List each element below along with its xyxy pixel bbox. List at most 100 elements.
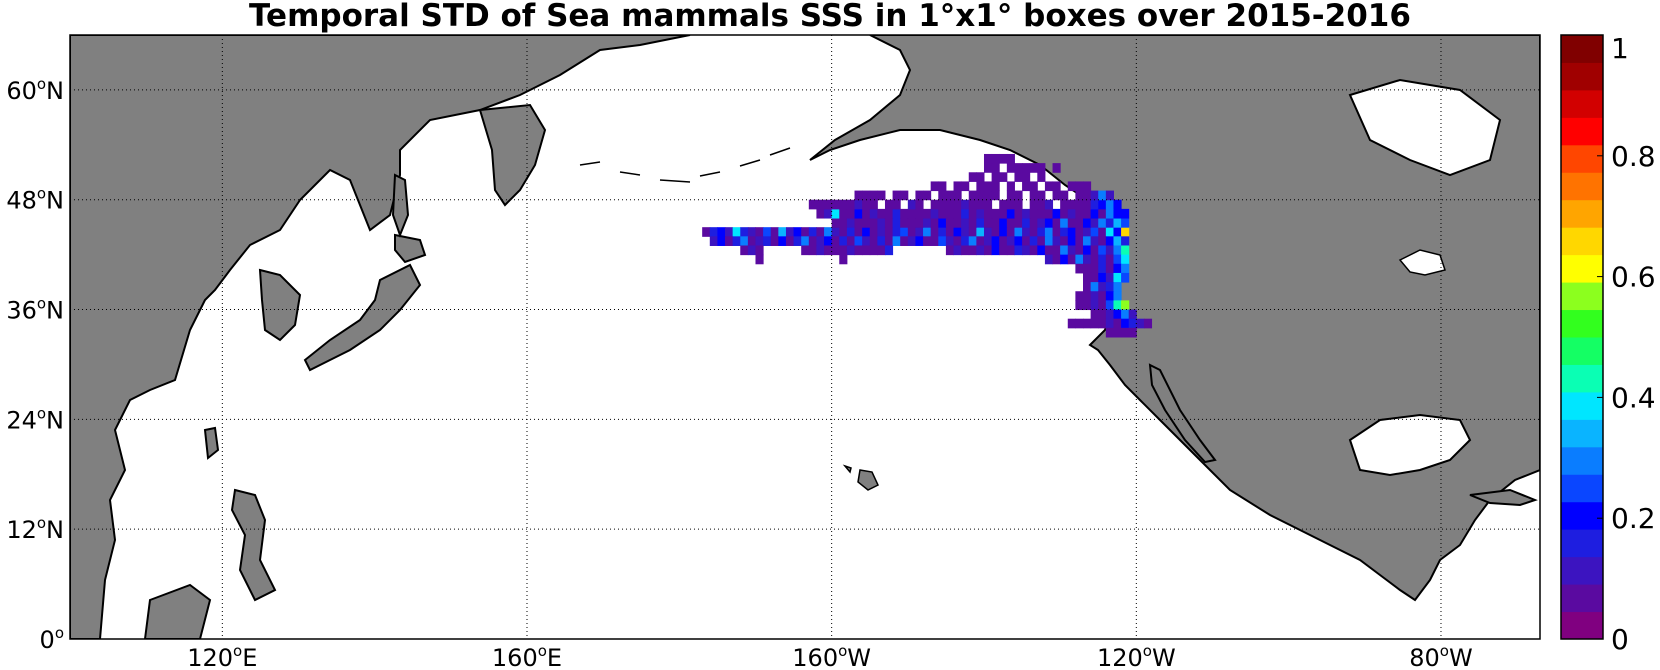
heatmap-cell	[1083, 190, 1092, 201]
heatmap-cell	[862, 199, 871, 210]
heatmap-cell	[1105, 327, 1114, 338]
heatmap-cell	[1105, 254, 1114, 265]
heatmap-cell	[1113, 245, 1122, 256]
heatmap-cell	[1128, 327, 1137, 338]
heatmap-cell	[1098, 263, 1107, 274]
heatmap-cell	[1113, 272, 1122, 283]
heatmap-cell	[793, 227, 802, 237]
heatmap-cell	[1044, 227, 1054, 237]
heatmap-cell	[1090, 272, 1099, 283]
heatmap-cell	[831, 218, 840, 228]
heatmap-cell	[1098, 199, 1107, 210]
heatmap-cell	[1060, 227, 1069, 237]
heatmap-cell	[999, 245, 1008, 256]
heatmap-cell	[968, 245, 977, 256]
heatmap-cell	[953, 208, 962, 219]
heatmap-cell	[755, 254, 764, 265]
heatmap-cell	[1090, 318, 1099, 329]
heatmap-cell	[1083, 199, 1092, 210]
heatmap-cell	[991, 218, 1000, 228]
heatmap-cell	[1006, 163, 1015, 173]
heatmap-cell	[1105, 236, 1114, 246]
heatmap-cell	[930, 218, 939, 228]
x-tick-label: 160oE	[492, 642, 562, 670]
heatmap-cell	[945, 190, 955, 201]
heatmap-cell	[763, 236, 772, 246]
heatmap-cell	[1014, 199, 1023, 210]
heatmap-cell	[1113, 300, 1122, 311]
heatmap-cell	[953, 218, 962, 228]
land-japan	[303, 263, 422, 372]
heatmap-cell	[846, 227, 856, 237]
heatmap-cell	[831, 199, 840, 210]
heatmap-cell	[915, 208, 924, 219]
heatmap-cell	[884, 208, 894, 219]
heatmap-cell	[831, 245, 840, 256]
heatmap-cell	[1022, 236, 1031, 246]
heatmap-cell	[930, 208, 939, 219]
heatmap-cell	[1090, 309, 1099, 320]
heatmap-cell	[1052, 245, 1061, 256]
heatmap-cell	[907, 208, 916, 219]
heatmap-cell	[1113, 291, 1122, 301]
heatmap-cell	[1075, 190, 1084, 201]
heatmap-cell	[1090, 208, 1099, 219]
heatmap-cell	[1029, 227, 1038, 237]
heatmap-cell	[938, 218, 947, 228]
heatmap-cell	[953, 245, 962, 256]
heatmap-cell	[1022, 245, 1031, 256]
x-tick-labels: 120oE 160oE 160oW 120oW 80oW	[187, 642, 1472, 670]
heatmap-cell	[1006, 208, 1015, 219]
colorbar-tick-label: 1	[1611, 32, 1629, 65]
heatmap-cell	[846, 245, 856, 256]
heatmap-cell	[976, 236, 985, 246]
heatmap-cell	[1029, 199, 1038, 210]
heatmap-cell	[1014, 208, 1023, 219]
heatmap-cell	[983, 227, 993, 237]
heatmap-cell	[1098, 272, 1107, 283]
heatmap-cell	[1105, 291, 1114, 301]
heatmap-cell	[1044, 236, 1054, 246]
heatmap-cell	[991, 208, 1000, 219]
heatmap-cell	[1090, 218, 1099, 228]
heatmap-cell	[747, 236, 756, 246]
heatmap-cell	[1136, 318, 1145, 329]
heatmap-cell	[1113, 218, 1122, 228]
heatmap-cell	[1075, 291, 1084, 301]
heatmap-cell	[747, 245, 756, 256]
heatmap-cell	[1006, 218, 1015, 228]
heatmap-cell	[862, 245, 871, 256]
heatmap-cell	[1075, 236, 1084, 246]
heatmap-cell	[1083, 227, 1092, 237]
heatmap-cell	[983, 236, 993, 246]
heatmap-cell	[1060, 236, 1069, 246]
heatmap-cell	[1143, 318, 1153, 329]
heatmap-cell	[945, 236, 955, 246]
chart-title: Temporal STD of Sea mammals SSS in 1°x1°…	[249, 0, 1411, 34]
colorbar-segment	[1561, 556, 1603, 585]
colorbar-segment	[1561, 117, 1603, 146]
heatmap-cell	[1044, 254, 1054, 265]
heatmap-cell	[1098, 218, 1107, 228]
colorbar-segment	[1561, 611, 1603, 640]
heatmap-cell	[923, 218, 932, 228]
heatmap-cell	[732, 236, 741, 246]
heatmap-cell	[1052, 218, 1061, 228]
heatmap-cell	[702, 227, 711, 237]
heatmap-cell	[1090, 254, 1099, 265]
heatmap-cell	[1014, 236, 1023, 246]
heatmap-cell	[770, 227, 779, 237]
heatmap-cell	[1083, 254, 1092, 265]
heatmap-cell	[1052, 236, 1061, 246]
heatmap-cell	[1022, 163, 1031, 173]
heatmap-cell	[1006, 227, 1015, 237]
heatmap-cell	[1037, 208, 1046, 219]
heatmap-cell	[1029, 218, 1038, 228]
heatmap-cell	[1090, 245, 1099, 256]
colorbar-segment	[1561, 501, 1603, 530]
heatmap-cell	[945, 227, 955, 237]
heatmap-cell	[1121, 236, 1130, 246]
aleutian-islands	[579, 147, 791, 183]
heatmap-cell	[1075, 227, 1084, 237]
heatmap-cell	[1113, 236, 1122, 246]
